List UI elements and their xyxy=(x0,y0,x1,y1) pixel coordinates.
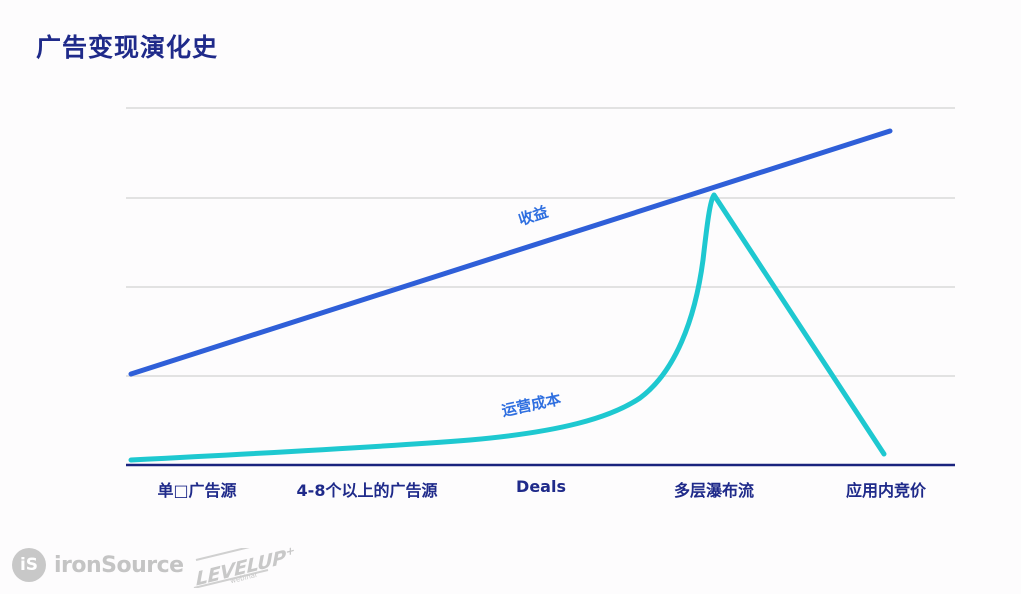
revenue-line xyxy=(128,128,893,377)
x-tick-label-waterfall: 多层瀑布流 xyxy=(673,481,755,500)
page-title: 广告变现演化史 xyxy=(36,33,219,62)
levelup-plus: + xyxy=(285,543,295,559)
levelup-stripes-icon xyxy=(193,548,269,588)
ironsource-wordmark: ironSource xyxy=(54,552,184,578)
levelup-webinar-logo: LEVELUP+ webinar xyxy=(190,544,294,591)
ironsource-logo: iS ironSource xyxy=(12,548,184,582)
x-tick-label-deals: Deals xyxy=(516,477,566,496)
ironsource-mark-icon: iS xyxy=(12,548,46,582)
x-tick-label-multi-sources: 4-8个以上的广告源 xyxy=(296,481,438,500)
cost-line xyxy=(128,192,887,463)
x-tick-label-in-app-bidding: 应用内竞价 xyxy=(845,481,927,500)
x-tick-label-single-source: 单□广告源 xyxy=(157,481,237,500)
gridlines xyxy=(126,107,955,377)
